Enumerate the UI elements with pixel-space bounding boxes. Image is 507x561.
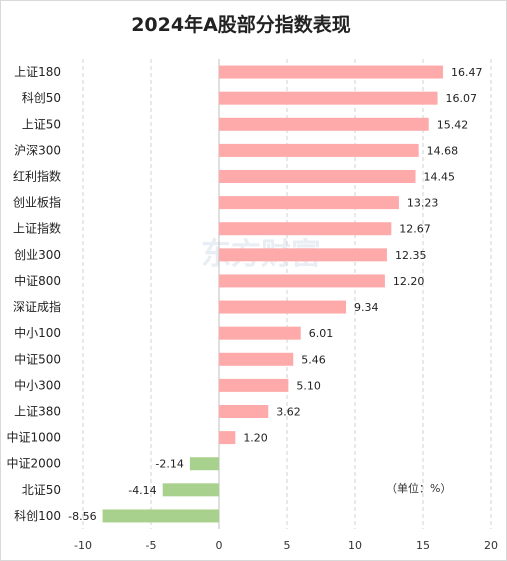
value-label: -2.14 <box>155 458 183 471</box>
value-labels: 16.47 16.07 15.42 14.68 14.45 13.23 12.67 12.35… <box>68 66 482 523</box>
value-label: -4.14 <box>128 484 156 497</box>
chart-title: 2024年A股部分指数表现 <box>131 13 351 36</box>
x-tick-label: -10 <box>74 539 92 552</box>
category-label: 中证1000 <box>6 430 61 445</box>
value-label: 9.34 <box>354 301 379 314</box>
value-label: 3.62 <box>276 406 301 419</box>
bar <box>219 117 429 131</box>
unit-note: （单位：%） <box>386 481 451 495</box>
value-label: 1.20 <box>243 432 268 445</box>
value-label: 5.46 <box>301 353 326 366</box>
value-label: 16.07 <box>446 92 478 105</box>
value-label: 12.67 <box>399 223 431 236</box>
bar <box>219 405 269 418</box>
bar <box>219 143 419 157</box>
bar <box>219 222 392 236</box>
x-tick-label: 10 <box>348 539 362 552</box>
value-label: -8.56 <box>68 510 96 523</box>
value-label: 14.45 <box>424 171 456 184</box>
category-label: 上证380 <box>14 405 61 419</box>
bar <box>219 91 438 105</box>
x-tick-label: 20 <box>484 539 498 552</box>
category-label: 上证50 <box>22 117 61 131</box>
category-label: 红利指数 <box>13 169 61 184</box>
category-label: 中小100 <box>14 325 61 340</box>
value-label: 12.20 <box>393 275 425 288</box>
category-label: 深证成指 <box>13 299 61 314</box>
x-tick-label: 15 <box>416 539 430 552</box>
x-tick-label: 0 <box>216 539 223 552</box>
category-label: 上证180 <box>14 65 61 79</box>
bar <box>162 483 219 497</box>
bar <box>219 352 294 366</box>
value-label: 5.10 <box>296 379 321 392</box>
category-label: 中证2000 <box>6 456 61 471</box>
x-tick-label: 5 <box>284 539 291 552</box>
category-label: 沪深300 <box>14 143 61 157</box>
bar <box>219 65 443 79</box>
category-label: 中证800 <box>14 273 61 288</box>
bar <box>219 248 387 262</box>
x-tick-labels: -10 -5 0 5 10 15 20 <box>74 539 498 552</box>
bar <box>219 326 301 340</box>
value-label: 12.35 <box>395 249 427 262</box>
value-label: 6.01 <box>309 327 334 340</box>
category-label: 北证50 <box>22 483 61 497</box>
category-label: 上证指数 <box>13 221 61 236</box>
grid-lines <box>82 59 492 529</box>
value-label: 13.23 <box>407 197 439 210</box>
x-tick-label: -5 <box>146 539 157 552</box>
category-label: 中小300 <box>14 377 61 392</box>
bar <box>219 300 347 314</box>
bar <box>219 196 399 210</box>
value-label: 14.68 <box>427 144 459 157</box>
category-label: 科创100 <box>14 509 61 523</box>
category-label: 创业300 <box>14 248 61 262</box>
category-label: 创业板指 <box>13 195 61 210</box>
category-label: 科创50 <box>22 91 61 105</box>
category-label: 中证500 <box>14 351 61 366</box>
bar <box>219 378 289 392</box>
bar <box>189 457 219 471</box>
bars-group <box>102 65 443 523</box>
bar <box>219 431 236 445</box>
bar <box>102 509 219 523</box>
bar <box>219 170 416 183</box>
value-label: 15.42 <box>437 118 469 131</box>
bar <box>219 274 385 288</box>
value-label: 16.47 <box>451 66 483 79</box>
